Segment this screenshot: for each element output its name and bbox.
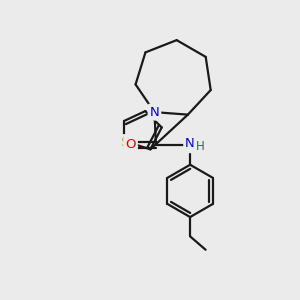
Text: H: H — [196, 140, 204, 153]
Text: S: S — [120, 136, 128, 149]
Text: N: N — [150, 106, 159, 118]
Text: N: N — [185, 137, 195, 150]
Text: O: O — [125, 138, 136, 151]
